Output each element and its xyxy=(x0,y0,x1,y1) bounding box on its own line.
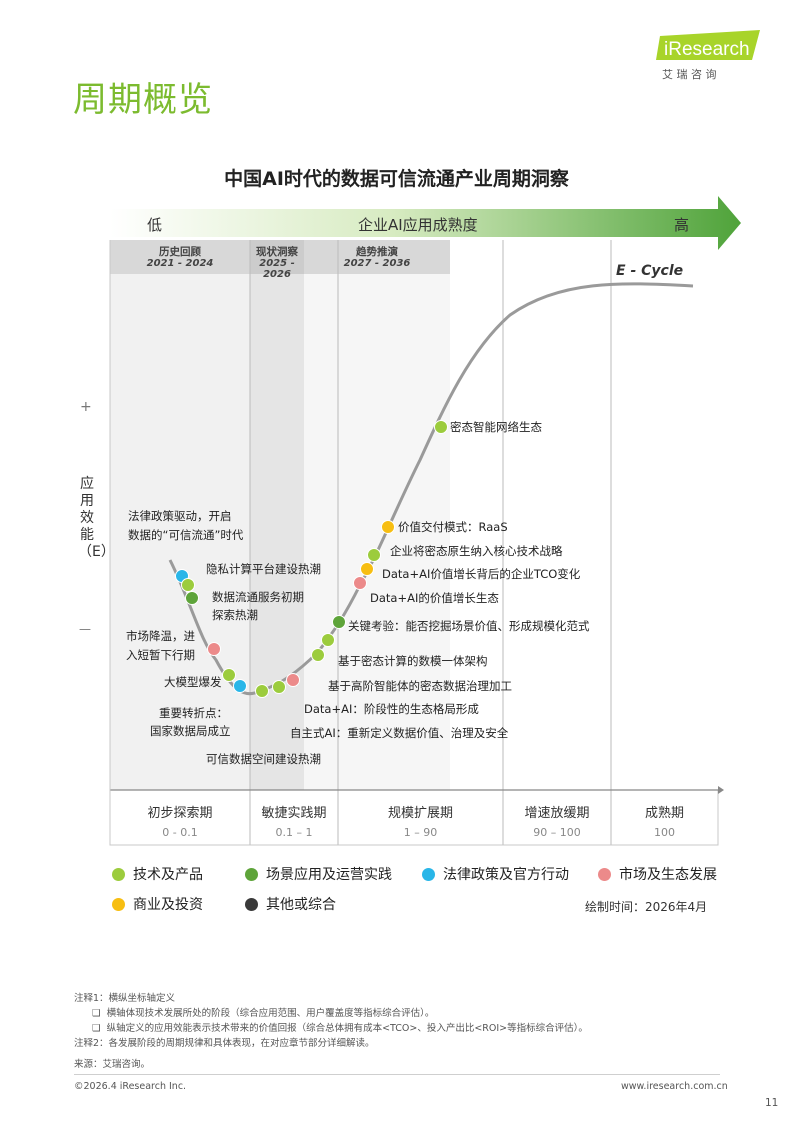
note-1a: ❑ 横轴体现技术发展所处的阶段（综合应用范围、用户覆盖度等指标综合评估）。 xyxy=(92,1008,435,1019)
arrow-center-label: 企业AI应用成熟度 xyxy=(358,216,478,234)
event-dot-16 xyxy=(434,420,448,434)
footer-divider xyxy=(74,1074,720,1075)
legend-market-label: 市场及生态发展 xyxy=(619,867,717,883)
y-plus: + xyxy=(80,399,92,415)
event-dot-2 xyxy=(185,591,199,605)
event-label-15: 价值交付模式：RaaS xyxy=(398,520,508,534)
legend-scene: 场景应用及运营实践 xyxy=(245,864,392,884)
period-trend-years: 2027 - 2036 xyxy=(343,258,411,269)
phase-0-name: 初步探索期 xyxy=(147,806,213,821)
legend-scene-label: 场景应用及运营实践 xyxy=(266,867,392,883)
event-label-1: 隐私计算平台建设热潮 xyxy=(206,562,321,576)
event-label-6: 可信数据空间建设热潮 xyxy=(206,752,321,766)
event-label-11: 关键考验：能否挖掘场景价值、形成规模化范式 xyxy=(348,619,590,633)
period-current-years: 2025 - 2026 xyxy=(259,258,295,280)
legend-other-label: 其他或综合 xyxy=(266,897,336,913)
event-dot-15 xyxy=(381,520,395,534)
event-label-8: Data+AI：阶段性的生态格局形成 xyxy=(304,702,479,716)
event-label-4: 大模型爆发 xyxy=(164,675,222,689)
bullet-icon: ❑ xyxy=(92,1008,107,1019)
phase-3-range: 90 – 100 xyxy=(533,826,581,839)
iresearch-logo: iResearch 艾 瑞 咨 询 xyxy=(656,30,766,82)
history-band xyxy=(110,240,250,790)
event-dot-1 xyxy=(181,578,195,592)
y-minus: — xyxy=(79,622,91,636)
chart-title: 中国AI时代的数据可信流通产业周期洞察 xyxy=(224,168,569,190)
legend-other: 其他或综合 xyxy=(245,894,336,914)
phase-4-name: 成熟期 xyxy=(644,806,684,821)
source-note: 来源：艾瑞咨询。 xyxy=(74,1059,151,1070)
phase-4-range: 100 xyxy=(654,826,675,839)
event-label-9: 基于高阶智能体的密态数据治理加工 xyxy=(328,679,512,693)
event-dot-5 xyxy=(233,679,247,693)
event-label-7: 自主式AI：重新定义数据价值、治理及安全 xyxy=(290,726,509,740)
site-url[interactable]: www.iresearch.com.cn xyxy=(621,1081,728,1092)
event-dot-8 xyxy=(286,673,300,687)
event-dot-4 xyxy=(222,668,236,682)
event-dot-6 xyxy=(255,684,269,698)
curve-label: E - Cycle xyxy=(616,263,684,279)
period-history-years: 2021 - 2024 xyxy=(146,258,214,269)
draw-time: 绘制时间：2026年4月 xyxy=(585,900,708,914)
event-label-10: 基于密态计算的数模一体架构 xyxy=(338,654,488,668)
event-label-5: 重要转折点： 国家数据局成立 xyxy=(150,706,231,738)
phase-1-range: 0.1 – 1 xyxy=(275,826,313,839)
legend-tech-label: 技术及产品 xyxy=(133,867,203,883)
event-dot-12 xyxy=(353,576,367,590)
event-label-16: 密态智能网络生态 xyxy=(450,420,542,434)
phase-2-range: 1 – 90 xyxy=(403,826,438,839)
page-title: 周期概览 xyxy=(73,80,213,120)
legend-tech-dot xyxy=(112,867,125,881)
legend-tech: 技术及产品 xyxy=(112,864,203,884)
period-trend-name: 趋势推演 xyxy=(356,246,398,258)
legend-biz-dot xyxy=(112,897,125,911)
legend-biz: 商业及投资 xyxy=(112,894,203,914)
event-dot-3 xyxy=(207,642,221,656)
legend-biz-label: 商业及投资 xyxy=(133,897,203,913)
copyright: ©2026.4 iResearch Inc. xyxy=(74,1081,187,1092)
note-2: 注释2：各发展阶段的周期规律和具体表现，在对应章节部分详细解读。 xyxy=(74,1038,375,1049)
current-band xyxy=(250,240,304,790)
period-current-name: 现状洞察 xyxy=(256,246,298,258)
legend-other-dot xyxy=(245,897,258,911)
event-dot-7 xyxy=(272,680,286,694)
legend-law-dot xyxy=(422,867,435,881)
event-dot-13 xyxy=(360,562,374,576)
event-label-14: 企业将密态原生纳入核心技术战略 xyxy=(390,544,563,558)
event-label-0: 法律政策驱动，开启 数据的“可信流通”时代 xyxy=(128,509,244,542)
legend-law: 法律政策及官方行动 xyxy=(422,864,569,884)
logo-subtitle: 艾 瑞 咨 询 xyxy=(662,67,717,81)
note-1-title: 注释1：横纵坐标轴定义 xyxy=(74,993,176,1004)
event-dot-11 xyxy=(332,615,346,629)
legend-law-label: 法律政策及官方行动 xyxy=(443,867,569,883)
event-dot-9 xyxy=(311,648,325,662)
arrow-low-label: 低 xyxy=(147,216,163,234)
logo-wordmark: iResearch xyxy=(664,39,750,60)
phase-2-name: 规模扩展期 xyxy=(387,806,453,821)
event-label-2: 数据流通服务初期 探索热潮 xyxy=(212,590,304,622)
legend-market: 市场及生态发展 xyxy=(598,864,717,884)
event-dot-14 xyxy=(367,548,381,562)
y-axis-label: 应用效能（E） xyxy=(78,476,115,560)
period-history-name: 历史回顾 xyxy=(159,246,201,258)
trend-band xyxy=(304,240,450,790)
maturity-arrow xyxy=(110,196,741,250)
bullet-icon: ❑ xyxy=(92,1023,107,1034)
legend-scene-dot xyxy=(245,867,258,881)
legend-market-dot xyxy=(598,867,611,881)
phase-0-range: 0 - 0.1 xyxy=(162,826,198,839)
phase-3-name: 增速放缓期 xyxy=(524,806,590,821)
arrow-high-label: 高 xyxy=(674,216,690,234)
event-label-13: Data+AI价值增长背后的企业TCO变化 xyxy=(382,567,581,581)
event-label-3: 市场降温，进 入短暂下行期 xyxy=(126,629,195,662)
phase-1-name: 敏捷实践期 xyxy=(261,806,327,821)
event-label-12: Data+AI的价值增长生态 xyxy=(370,591,499,605)
event-dots xyxy=(175,420,448,698)
page-number: 11 xyxy=(765,1097,779,1109)
note-1b: ❑ 纵轴定义的应用效能表示技术带来的价值回报（综合总体拥有成本<TCO>、投入产… xyxy=(92,1023,588,1034)
event-dot-10 xyxy=(321,633,335,647)
